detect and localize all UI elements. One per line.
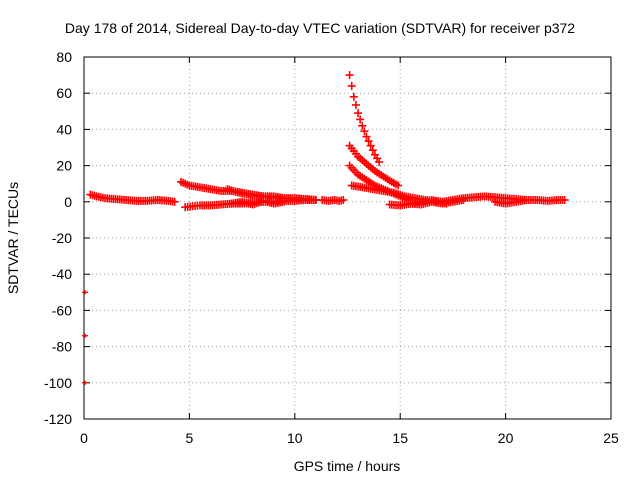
x-tick-label: 0 <box>80 430 88 446</box>
y-tick-label: -120 <box>44 411 72 427</box>
plot-area <box>83 56 612 420</box>
series-arc-h <box>345 141 403 190</box>
series-arc-d <box>223 185 320 204</box>
x-tick-label: 20 <box>498 430 514 446</box>
y-tick-label: -100 <box>44 375 72 391</box>
y-tick-label: -60 <box>52 302 72 318</box>
axis-ticks: 0 5 10 15 20 25 -120 -100 -80 -60 -40 -20 0 20 40 60 80 <box>44 49 619 446</box>
series-outliers <box>82 290 89 385</box>
series-arc-a <box>86 190 179 206</box>
y-axis-label: SDTVAR / TECUs <box>5 182 21 294</box>
series-arc-f <box>318 195 348 205</box>
y-tick-label: -20 <box>52 230 72 246</box>
y-tick-label: -80 <box>52 339 72 355</box>
y-tick-label: 60 <box>56 85 72 101</box>
data-series <box>82 71 569 385</box>
grid <box>84 57 611 419</box>
y-tick-label: -40 <box>52 266 72 282</box>
series-arc-e <box>227 196 289 209</box>
chart-title: Day 178 of 2014, Sidereal Day-to-day VTE… <box>65 20 575 36</box>
x-axis-label: GPS time / hours <box>294 458 401 474</box>
y-tick-label: 0 <box>64 194 72 210</box>
y-tick-label: 80 <box>56 49 72 65</box>
y-tick-label: 20 <box>56 158 72 174</box>
x-tick-label: 25 <box>603 430 619 446</box>
x-tick-label: 10 <box>287 430 303 446</box>
series-arc-m <box>491 195 531 208</box>
y-tick-label: 40 <box>56 121 72 137</box>
x-tick-label: 15 <box>392 430 408 446</box>
x-tick-label: 5 <box>186 430 194 446</box>
series-arc-g <box>345 71 384 166</box>
